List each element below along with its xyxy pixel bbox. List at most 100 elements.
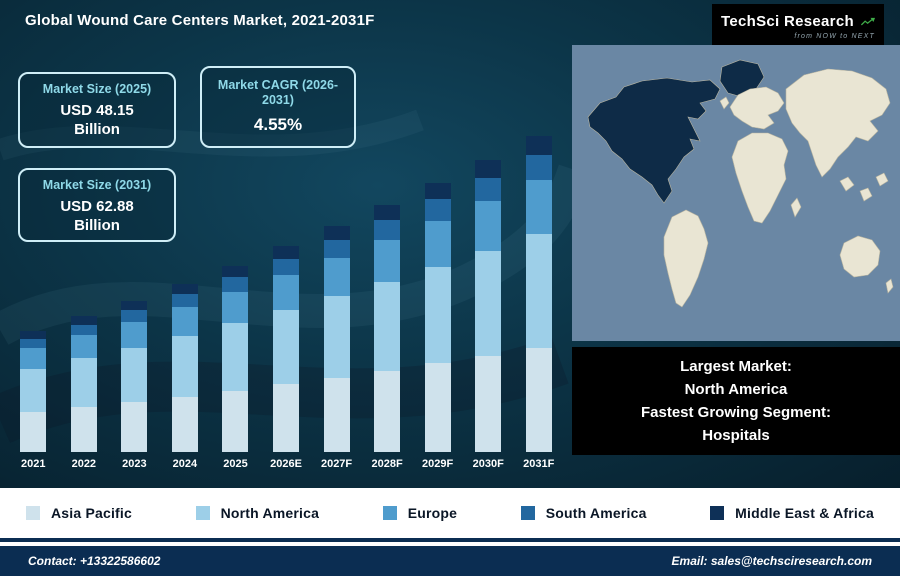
x-axis-label: 2028F	[371, 458, 403, 470]
legend-swatch-south-america	[520, 506, 535, 520]
note-line: Fastest Growing Segment:	[640, 404, 832, 421]
page-title: Global Wound Care Centers Market, 2021-2…	[25, 12, 375, 29]
new-zealand	[885, 278, 894, 294]
bar-segment-south-america	[323, 239, 350, 258]
bar-segment-europe	[70, 335, 97, 359]
x-axis-label: 2031F	[523, 458, 555, 470]
legend-swatch-europe	[382, 506, 397, 520]
bar-segment-europe	[424, 220, 451, 267]
bar-categories: 2021 2022 2023 2024 2025 2026E 2027F 2028F 2029F…	[8, 452, 564, 476]
market-cagr-value: 4.55%	[253, 115, 303, 134]
bar-column-2029F	[412, 183, 463, 452]
bar-segment-middle-east-africa	[121, 300, 148, 310]
legend-item-north-america: North America	[195, 505, 320, 521]
continent-asia	[785, 68, 891, 178]
bar-segment-south-america	[525, 154, 552, 181]
bar-segment-middle-east-africa	[70, 316, 97, 325]
stacked-bar-2023	[121, 300, 148, 452]
stacked-bar-2021	[20, 331, 47, 452]
stacked-bar-2026E	[273, 246, 299, 452]
bar-segment-asia-pacific	[475, 355, 502, 452]
footer-gap	[0, 542, 900, 546]
market-size-2025-label: Market Size (2025)	[42, 82, 152, 96]
x-axis-label: 2024	[172, 458, 198, 470]
bar-column-2021	[8, 331, 59, 452]
bar-column-2024	[160, 283, 211, 452]
x-axis-label: 2023	[122, 458, 147, 470]
bar-segment-north-america	[171, 335, 198, 397]
bar-segment-south-america	[374, 219, 401, 240]
note-line: Largest Market:	[680, 358, 792, 375]
bar-segment-asia-pacific	[374, 370, 401, 452]
stacked-bar-2031F	[525, 135, 552, 452]
bar-segment-south-america	[273, 258, 299, 276]
bar-segment-middle-east-africa	[20, 331, 47, 339]
stacked-bar-2025	[222, 265, 249, 452]
market-cagr-label: Market CAGR (2026-2031)	[217, 78, 339, 107]
x-axis-label: 2026E	[270, 458, 302, 470]
footer-contact: Contact: +13322586602	[28, 554, 161, 568]
bar-column-2025	[210, 265, 261, 452]
logo-name: TechSci Research	[721, 13, 854, 30]
continent-europe	[729, 86, 785, 130]
market-size-2031-unit: Billion	[74, 217, 120, 234]
bar-segment-europe	[323, 257, 350, 297]
bar-segment-europe	[121, 321, 148, 348]
bar-segment-asia-pacific	[222, 390, 249, 452]
world-map	[572, 45, 900, 341]
bar-segment-middle-east-africa	[525, 135, 552, 155]
note-line: Hospitals	[702, 427, 770, 444]
bar-segment-asia-pacific	[273, 384, 299, 452]
footer-separator	[0, 538, 900, 542]
bar-segment-south-america	[20, 338, 47, 349]
footer-email: Email: sales@techsciresearch.com	[671, 554, 872, 568]
bar-segment-europe	[222, 291, 249, 324]
legend-label: Middle East & Africa	[735, 505, 874, 521]
bar-segment-middle-east-africa	[222, 265, 249, 277]
bar-segment-middle-east-africa	[424, 183, 451, 200]
stacked-bar-2024	[171, 283, 198, 452]
southeast-asia-islands	[839, 172, 889, 202]
bar-segment-europe	[171, 307, 198, 336]
bar-segment-middle-east-africa	[273, 246, 299, 259]
market-size-2031-box: Market Size (2031) USD 62.88 Billion	[18, 168, 176, 242]
stacked-bar-2030F	[475, 160, 502, 452]
bar-segment-asia-pacific	[525, 347, 552, 452]
legend-swatch-asia-pacific	[26, 506, 40, 520]
bar-segment-middle-east-africa	[374, 205, 401, 220]
footer: Contact: +13322586602 Email: sales@techs…	[0, 546, 900, 576]
stacked-bar-chart: 2021 2022 2023 2024 2025 2026E 2027F 2028F 2029F…	[8, 126, 564, 478]
bar-segment-north-america	[323, 296, 350, 378]
legend-swatch-middle-east-africa	[710, 506, 725, 520]
stacked-bar-2027F	[323, 226, 350, 452]
note-line: North America	[684, 381, 788, 398]
world-map-svg	[572, 45, 900, 341]
legend-label: Asia Pacific	[51, 505, 132, 521]
bar-segment-north-america	[424, 266, 451, 364]
market-cagr-box: Market CAGR (2026-2031) 4.55%	[200, 66, 356, 148]
market-size-2031-value: USD 62.88	[60, 198, 134, 215]
bar-column-2022	[59, 316, 110, 452]
stacked-bar-2022	[70, 316, 97, 452]
legend-label: South America	[545, 505, 647, 521]
legend-label: Europe	[407, 505, 458, 521]
note-box: Largest Market: North America Fastest Grow…	[572, 347, 900, 455]
bar-segment-south-america	[475, 177, 502, 201]
continent-africa	[731, 132, 789, 224]
bar-segment-north-america	[475, 250, 502, 356]
bar-column-2028F	[362, 205, 413, 452]
bar-segment-asia-pacific	[323, 377, 350, 452]
legend-item-south-america: South America	[520, 505, 647, 521]
bar-column-2031F	[513, 135, 564, 452]
bar-segment-south-america	[121, 309, 148, 322]
bar-column-2027F	[311, 226, 362, 452]
market-size-2025-box: Market Size (2025) USD 48.15 Billion	[18, 72, 176, 148]
continent-south-america	[663, 209, 709, 308]
bar-segment-north-america	[121, 347, 148, 402]
x-axis-label: 2021	[21, 458, 46, 470]
bar-column-2023	[109, 300, 160, 452]
x-axis-label: 2022	[71, 458, 97, 470]
legend: Asia Pacific North America Europe South Ame…	[0, 488, 900, 538]
market-size-2025-value: USD 48.15	[60, 102, 134, 119]
